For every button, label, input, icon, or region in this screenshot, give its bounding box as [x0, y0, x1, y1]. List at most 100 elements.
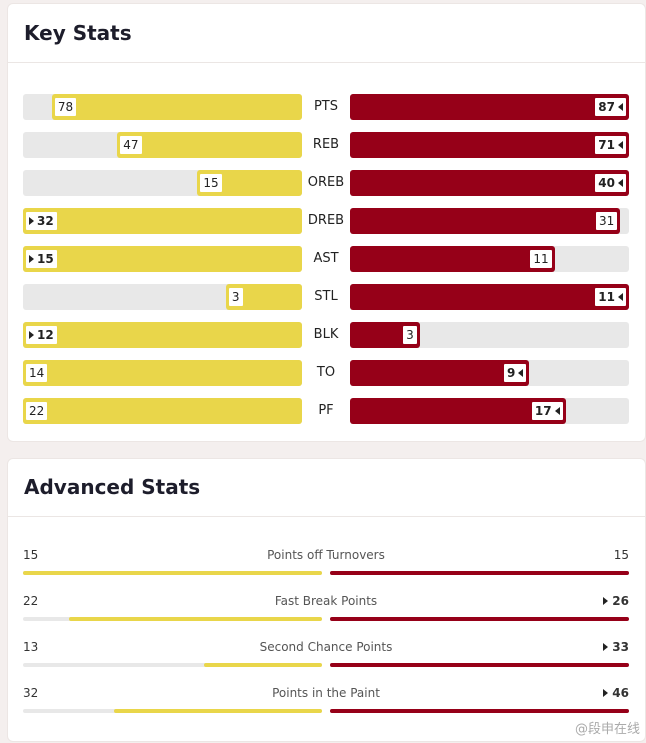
right-track: 40: [350, 170, 629, 196]
right-badge: 71: [593, 134, 628, 156]
value: 46: [612, 686, 629, 700]
right-track: 3: [350, 322, 629, 348]
left-track: 15: [23, 246, 302, 272]
right-track: 9: [350, 360, 629, 386]
left-badge: 14: [24, 362, 50, 384]
right-value: 15: [614, 548, 629, 562]
right-badge: 9: [502, 362, 529, 384]
value: 40: [598, 176, 615, 190]
left-track: 22: [23, 398, 302, 424]
left-badge: 47: [118, 134, 144, 156]
value: 31: [599, 214, 615, 228]
value: 15: [37, 252, 54, 266]
right-bar: [350, 246, 555, 272]
right-bar: [350, 398, 566, 424]
left-bar: [23, 360, 302, 386]
arrow: [603, 689, 609, 697]
left-value: 22: [23, 594, 38, 608]
left-track: [23, 709, 322, 713]
value: 71: [598, 138, 615, 152]
left-track: [23, 663, 322, 667]
card-title: Advanced Stats: [24, 475, 201, 499]
left-track: 14: [23, 360, 302, 386]
left-bar: [23, 208, 302, 234]
card-title: Key Stats: [24, 21, 132, 45]
value: 32: [23, 686, 39, 700]
right-bar: [350, 208, 621, 234]
value: 3: [231, 290, 240, 304]
left-bar: [23, 571, 322, 575]
right-value: 33: [603, 640, 629, 654]
left-bar: [69, 617, 322, 621]
value: 15: [613, 548, 629, 562]
value: 11: [598, 290, 615, 304]
value: 33: [612, 640, 629, 654]
value: 17: [534, 404, 552, 418]
right-track: 71: [350, 132, 629, 158]
left-badge: 78: [52, 96, 79, 118]
value: 87: [598, 100, 615, 114]
right-badge: 87: [593, 96, 628, 118]
stat-label: STL: [314, 289, 338, 304]
right-value: 46: [603, 686, 629, 700]
value: 15: [203, 176, 219, 190]
right-bar: [330, 663, 629, 667]
left-bar: [204, 663, 322, 667]
right-track: 11: [350, 246, 629, 272]
value: 26: [612, 594, 629, 608]
watermark: @段申在线: [574, 722, 640, 737]
right-badge: 40: [593, 172, 628, 194]
right-badge: 17: [529, 400, 565, 422]
value: 78: [57, 100, 74, 114]
left-bar: [23, 246, 302, 272]
right-value: 26: [603, 594, 629, 608]
arrow: [518, 369, 524, 377]
value: 32: [37, 214, 54, 228]
left-track: 15: [23, 170, 302, 196]
left-badge: 3: [226, 286, 245, 308]
left-value: 15: [23, 548, 38, 562]
value: 22: [29, 404, 45, 418]
divider: [8, 62, 645, 63]
right-track: [330, 709, 629, 713]
left-track: [23, 571, 322, 575]
stat-label: Points off Turnovers: [267, 548, 385, 562]
left-track: 12: [23, 322, 302, 348]
arrow: [618, 103, 623, 111]
left-value: 32: [23, 686, 38, 700]
arrow: [29, 217, 34, 225]
left-badge: 15: [198, 172, 224, 194]
arrow: [554, 407, 560, 415]
left-bar: [23, 322, 302, 348]
right-track: [330, 617, 629, 621]
arrow: [618, 179, 623, 187]
stat-label: Second Chance Points: [259, 640, 393, 654]
left-badge: 12: [24, 324, 59, 346]
value: 22: [23, 594, 39, 608]
value: 11: [533, 252, 549, 266]
stat-label: BLK: [313, 327, 339, 342]
value: 47: [123, 138, 139, 152]
arrow: [603, 643, 609, 651]
stat-label: Points in the Paint: [272, 686, 380, 700]
arrow: [603, 597, 609, 605]
left-track: 3: [23, 284, 302, 310]
stat-label: OREB: [307, 175, 345, 190]
stat-label: PTS: [313, 99, 339, 114]
left-value: 13: [23, 640, 38, 654]
left-bar: [117, 132, 302, 158]
right-bar: [350, 132, 629, 158]
stat-label: TO: [316, 365, 336, 380]
right-track: 31: [350, 208, 629, 234]
right-bar: [330, 709, 629, 713]
value: 9: [507, 366, 516, 380]
stat-label: DREB: [307, 213, 345, 228]
arrow: [618, 141, 623, 149]
right-track: [330, 663, 629, 667]
right-bar: [350, 284, 629, 310]
right-badge: 3: [401, 324, 419, 346]
stat-label: PF: [318, 403, 334, 418]
right-badge: 11: [593, 286, 628, 308]
left-bar: [114, 709, 322, 713]
